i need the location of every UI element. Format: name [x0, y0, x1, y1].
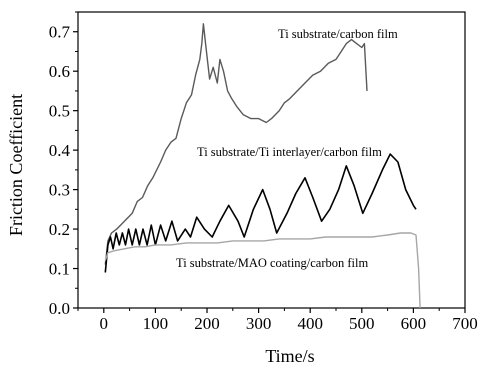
- y-axis-title: Friction Coefficient: [6, 94, 26, 236]
- y-tick-label-7: 0.7: [49, 23, 71, 42]
- x-tick-label-400: 400: [297, 314, 323, 333]
- series-label-1: Ti substrate/carbon film: [278, 27, 398, 41]
- series-line-3: [104, 232, 421, 309]
- series-line-1: [104, 23, 368, 265]
- x-tick-label-600: 600: [401, 314, 427, 333]
- series-group: [104, 23, 421, 309]
- x-tick-label-500: 500: [349, 314, 375, 333]
- x-axis-title: Time/s: [265, 346, 314, 366]
- y-tick-label-2: 0.2: [49, 220, 70, 239]
- x-tick-label-100: 100: [143, 314, 169, 333]
- x-tick-label-700: 700: [452, 314, 478, 333]
- x-tick-label-300: 300: [246, 314, 272, 333]
- y-tick-label-6: 0.6: [49, 62, 70, 81]
- axes: 0 100 200 300 400 500 600 700 0.0 0.1 0.2 0.3 0.4 0.5…: [49, 11, 478, 333]
- series-annotations: Ti substrate/carbon film Ti substrate/Ti …: [176, 27, 398, 270]
- series-line-2: [104, 153, 417, 273]
- y-tick-label-3: 0.3: [49, 181, 70, 200]
- plot-area: [77, 11, 466, 309]
- plot-frame: [77, 11, 466, 309]
- series-label-3: Ti substrate/MAO coating/carbon film: [176, 256, 369, 270]
- x-tick-label-200: 200: [194, 314, 220, 333]
- y-tick-label-4: 0.4: [49, 141, 71, 160]
- y-tick-label-1: 0.1: [49, 260, 70, 279]
- y-tick-label-0: 0.0: [49, 299, 70, 318]
- series-label-2: Ti substrate/Ti interlayer/carbon film: [197, 145, 382, 159]
- x-tick-label-0: 0: [100, 314, 109, 333]
- y-tick-label-5: 0.5: [49, 102, 70, 121]
